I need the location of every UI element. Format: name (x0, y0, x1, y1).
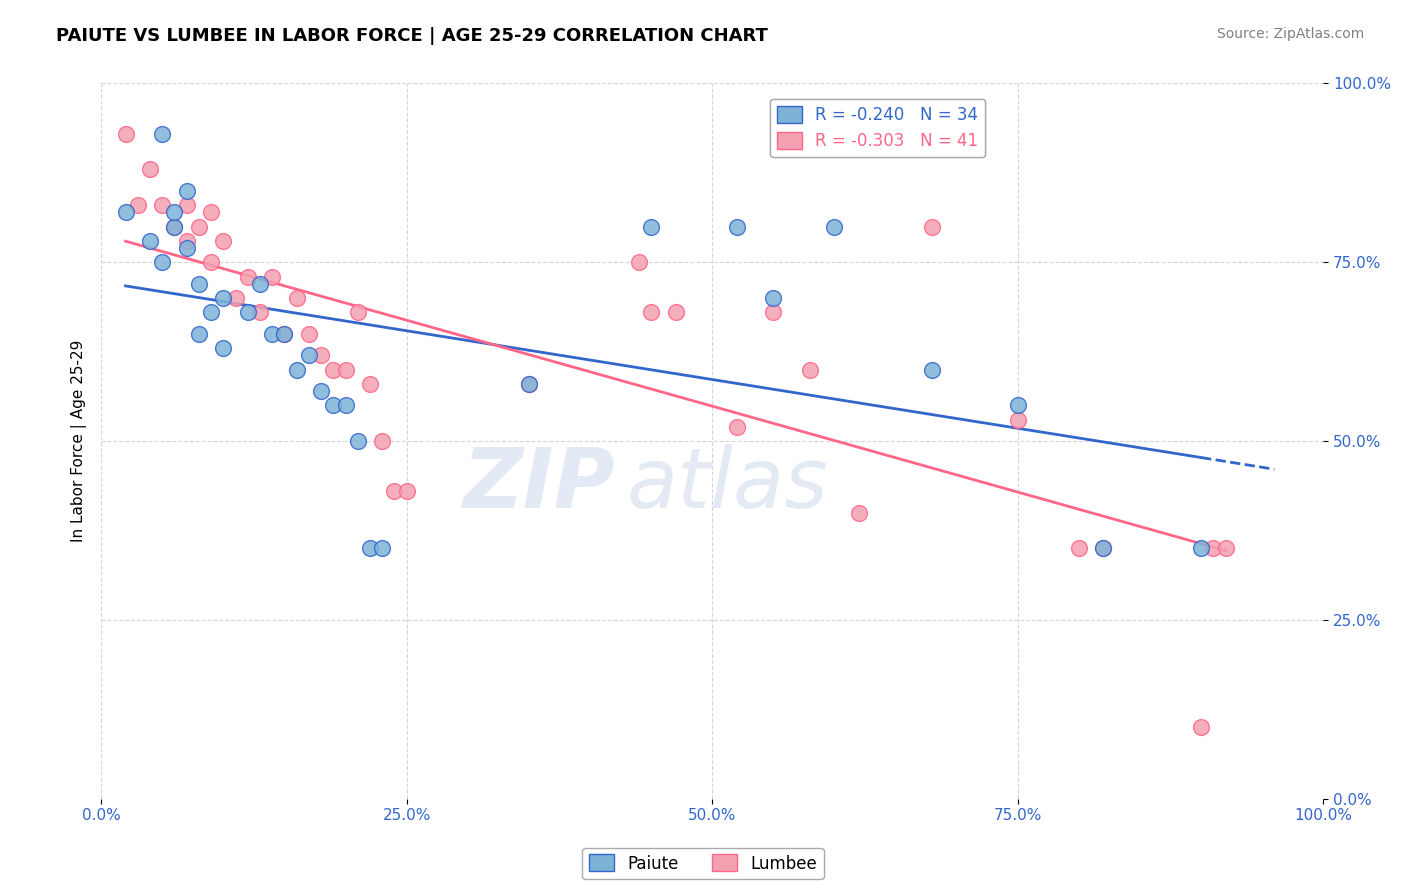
Point (200, 305, 222, 319)
Text: PAIUTE VS LUMBEE IN LABOR FORCE | AGE 25-29 CORRELATION CHART: PAIUTE VS LUMBEE IN LABOR FORCE | AGE 25… (56, 27, 768, 45)
Point (114, 127, 136, 141)
Point (200, 205, 222, 219)
Point (762, 291, 785, 305)
Point (150, 127, 173, 141)
Point (163, 205, 186, 219)
Text: ZIP: ZIP (461, 443, 614, 524)
Point (200, 255, 222, 269)
Point (236, 305, 259, 319)
Point (322, 398, 344, 412)
Point (176, 198, 198, 212)
Point (1092, 541, 1115, 556)
Point (384, 484, 406, 499)
Point (640, 219, 662, 234)
Point (640, 305, 662, 319)
Text: atlas: atlas (627, 443, 828, 524)
Point (176, 241, 198, 255)
Point (346, 434, 368, 449)
Point (285, 362, 308, 376)
Point (371, 541, 394, 556)
Point (212, 341, 235, 355)
Text: Source: ZipAtlas.com: Source: ZipAtlas.com (1216, 27, 1364, 41)
Point (335, 362, 357, 376)
Point (298, 348, 321, 362)
Point (150, 255, 173, 269)
Point (725, 219, 748, 234)
Point (225, 291, 247, 305)
Point (114, 205, 136, 219)
Point (163, 219, 186, 234)
Point (309, 348, 332, 362)
Point (517, 376, 540, 391)
Point (1007, 398, 1029, 412)
Point (139, 162, 162, 177)
Point (346, 305, 368, 319)
Point (212, 234, 235, 248)
Y-axis label: In Labor Force | Age 25-29: In Labor Force | Age 25-29 (72, 340, 87, 542)
Point (823, 219, 845, 234)
Point (163, 219, 186, 234)
Point (187, 219, 209, 234)
Point (262, 326, 284, 341)
Legend: Paiute, Lumbee: Paiute, Lumbee (582, 847, 824, 880)
Point (921, 219, 943, 234)
Point (359, 541, 381, 556)
Point (127, 198, 149, 212)
Point (139, 234, 162, 248)
Point (359, 376, 381, 391)
Point (285, 291, 308, 305)
Point (1189, 541, 1212, 556)
Point (273, 326, 295, 341)
Point (1215, 541, 1237, 556)
Point (1067, 541, 1090, 556)
Point (395, 484, 418, 499)
Point (273, 326, 295, 341)
Point (1092, 541, 1115, 556)
Point (187, 277, 209, 291)
Point (335, 398, 357, 412)
Point (262, 269, 284, 284)
Point (725, 419, 748, 434)
Point (799, 362, 821, 376)
Point (176, 234, 198, 248)
Point (848, 506, 870, 520)
Point (249, 277, 271, 291)
Point (249, 305, 271, 319)
Point (176, 184, 198, 198)
Point (1202, 541, 1225, 556)
Point (762, 305, 785, 319)
Point (1189, 720, 1212, 734)
Point (150, 198, 173, 212)
Point (187, 326, 209, 341)
Point (371, 434, 394, 449)
Point (309, 384, 332, 398)
Point (1007, 412, 1029, 426)
Point (517, 376, 540, 391)
Point (212, 291, 235, 305)
Point (322, 362, 344, 376)
Point (236, 269, 259, 284)
Point (664, 305, 686, 319)
Point (921, 362, 943, 376)
Point (627, 255, 650, 269)
Point (298, 326, 321, 341)
Legend: R = -0.240   N = 34, R = -0.303   N = 41: R = -0.240 N = 34, R = -0.303 N = 41 (770, 99, 986, 157)
